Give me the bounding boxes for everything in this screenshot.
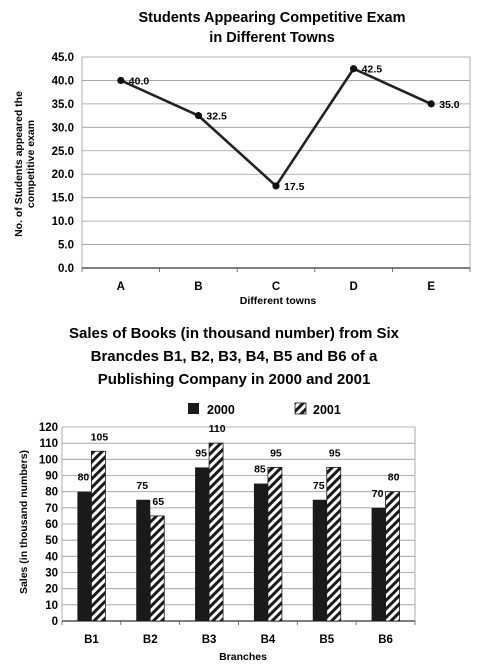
x-tick-label: B2: [143, 634, 158, 646]
x-tick-label: B1: [84, 634, 99, 646]
bar-chart-y-axis-label: Sales (in thousand numbers): [18, 450, 30, 594]
bar-2001: [208, 442, 224, 622]
bar-chart-bars: [77, 442, 400, 622]
y-tick-label: 40.0: [52, 75, 74, 87]
data-label: 35.0: [439, 99, 460, 111]
y-tick-label: 0: [52, 616, 58, 628]
bar-chart: Sales of Books (in thousand number) from…: [18, 325, 416, 663]
bar-chart-x-axis-label: Branches: [219, 651, 267, 663]
data-label-2000: 70: [372, 488, 384, 500]
bar-chart-x-ticks: B1 B2 B3 B4 B5 B6: [61, 621, 416, 646]
line-chart-title-line-1: Students Appearing Competitive Exam: [139, 10, 406, 26]
x-tick-label: C: [272, 281, 280, 293]
y-tick-label: 40: [45, 551, 58, 563]
x-tick-label: B5: [319, 634, 334, 646]
data-label-2001: 95: [329, 447, 341, 459]
bar-2000: [312, 499, 327, 621]
y-tick-label: 60: [45, 519, 58, 531]
bar-2001: [91, 450, 106, 622]
y-tick-label: 30.0: [52, 122, 74, 134]
bar-2001: [267, 467, 283, 622]
bar-chart-title-line-1: Sales of Books (in thousand number) from…: [69, 325, 400, 342]
y-tick-label: 30: [45, 568, 58, 580]
data-label: 40.0: [129, 75, 150, 87]
data-label-2001: 105: [91, 431, 109, 443]
y-tick-label: 35.0: [52, 99, 74, 111]
bar-2000: [195, 467, 210, 621]
bar-chart-title-line-3: Publishing Company in 2000 and 2001: [98, 371, 371, 388]
bar-chart-legend: 2000 2001: [188, 402, 341, 417]
y-tick-label: 10: [45, 600, 58, 612]
data-point: [194, 112, 202, 120]
bar-chart-gridlines: [61, 426, 416, 622]
x-tick-label: E: [427, 281, 435, 293]
bar-chart-title-line-2: Brancdes B1, B2, B3, B4, B5 and B6 of a: [91, 348, 378, 365]
line-chart-y-axis-label-line-1: No. of Students appeared the: [13, 91, 25, 237]
data-label: 17.5: [284, 181, 305, 193]
bar-2000: [77, 491, 92, 621]
bar-2001: [149, 515, 165, 622]
line-chart-x-axis-label: Different towns: [240, 295, 317, 307]
y-tick-label: 80: [45, 487, 58, 499]
data-label-2001: 110: [209, 423, 226, 435]
data-label-2000: 75: [313, 480, 325, 492]
x-tick-label: B3: [202, 634, 217, 646]
line-chart-title-line-2: in Different Towns: [209, 30, 334, 46]
y-tick-label: 5.0: [58, 240, 74, 252]
line-chart-y-axis-label-line-2: competitive exam: [25, 120, 37, 208]
data-label-2001: 95: [270, 447, 282, 459]
data-point: [117, 76, 125, 85]
data-label-2000: 80: [78, 472, 90, 484]
y-tick-label: 120: [39, 422, 58, 434]
bar-2000: [136, 499, 151, 621]
x-tick-label: D: [349, 281, 357, 293]
y-tick-label: 100: [39, 454, 58, 466]
line-chart-data-labels: 40.0 32.5 17.5 42.5 35.0: [129, 64, 460, 193]
x-tick-label: B: [194, 281, 202, 293]
x-tick-label: A: [117, 281, 125, 293]
y-tick-label: 90: [45, 471, 58, 483]
data-label-2001: 80: [388, 472, 400, 484]
y-tick-label: 15.0: [52, 193, 74, 205]
data-label-2000: 75: [136, 480, 148, 492]
data-point: [272, 182, 280, 190]
line-chart-x-ticks: A B C D E: [81, 268, 471, 293]
line-chart: Students Appearing Competitive Exam in D…: [13, 10, 471, 307]
y-tick-label: 20.0: [52, 169, 74, 181]
legend-swatch-2000: [188, 403, 199, 414]
data-label: 42.5: [362, 64, 383, 76]
line-chart-y-ticks: 0.0 5.0 10.0 15.0 20.0 25.0 30.0 35.0 40.0 45.0: [52, 52, 74, 275]
data-label: 32.5: [206, 111, 227, 123]
y-tick-label: 10.0: [52, 216, 74, 228]
bar-2001: [385, 491, 400, 622]
y-tick-label: 20: [45, 584, 58, 596]
data-point: [427, 100, 435, 108]
legend-label-2000: 2000: [207, 403, 235, 417]
data-label-2001: 65: [152, 496, 164, 508]
line-chart-gridlines: [81, 56, 471, 269]
bar-2001: [326, 467, 342, 622]
legend-label-2001: 2001: [313, 403, 341, 417]
y-tick-label: 45.0: [52, 52, 74, 64]
x-tick-label: B6: [378, 634, 393, 646]
y-tick-label: 110: [39, 438, 58, 450]
bar-2000: [253, 483, 268, 621]
data-label-2000: 85: [254, 464, 266, 476]
data-point: [350, 65, 358, 73]
bar-chart-y-ticks: 0 10 20 30 40 50 60 70 80 90 100 110 120: [39, 422, 58, 628]
x-tick-label: B4: [261, 634, 276, 646]
y-tick-label: 25.0: [52, 146, 74, 158]
legend-swatch-2001: [294, 402, 307, 415]
y-tick-label: 0.0: [58, 263, 74, 275]
data-label-2000: 95: [195, 447, 207, 459]
y-tick-label: 50: [45, 535, 58, 547]
line-chart-series: [117, 65, 435, 190]
y-tick-label: 70: [45, 503, 58, 515]
bar-2000: [371, 507, 386, 621]
